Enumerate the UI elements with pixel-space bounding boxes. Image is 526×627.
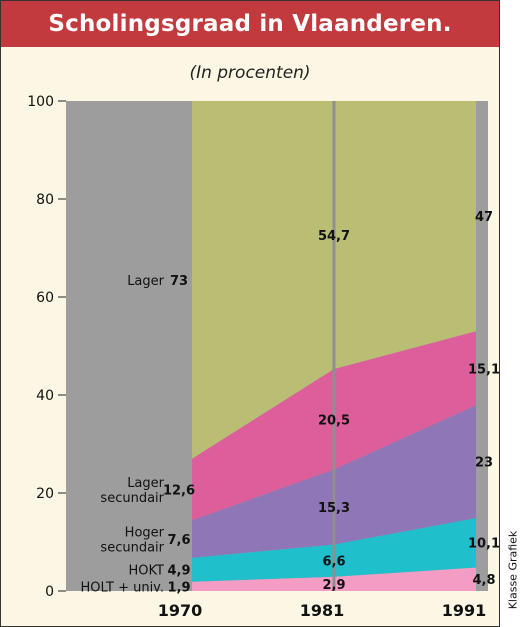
- y-tick-label-80: 80: [36, 192, 54, 208]
- chart-subtitle: (In procenten): [189, 63, 311, 83]
- data-label-hoger-secundair-1970: 7,6: [167, 533, 190, 548]
- x-tick-label-1981: 1981: [300, 601, 345, 620]
- credit-label: Klasse Grafiek: [506, 530, 520, 610]
- data-label-lager-secundair-1970: 12,6: [163, 484, 195, 499]
- data-label-hokt-1981: 6,6: [322, 555, 345, 570]
- x-tick-label-1970: 1970: [158, 601, 203, 620]
- data-label-lager-secundair-1981: 20,5: [318, 413, 350, 428]
- chart-title: Scholingsgraad in Vlaanderen.: [1, 1, 499, 47]
- data-label-holt-univ-1981: 2,9: [322, 578, 345, 593]
- y-tick-label-60: 60: [36, 290, 54, 306]
- data-label-holt-univ-1991: 4,8: [472, 573, 495, 588]
- data-label-hoger-secundair-1991: 23: [475, 456, 493, 471]
- series-label-hokt: HOKT: [129, 564, 165, 579]
- data-label-holt-univ-1970: 1,9: [167, 580, 190, 595]
- series-label-hoger-secundair-line1: Hoger: [125, 526, 165, 541]
- series-label-holt-univ: HOLT + univ.: [81, 580, 164, 595]
- stacked-area-chart: 0 20 40 60 80 100 1970 1981 1991 1,9 2,9 4,8 4,9 6,6 1…: [27, 94, 500, 620]
- y-tick-label-0: 0: [45, 584, 54, 600]
- y-tick-label-100: 100: [27, 94, 54, 110]
- data-label-lager-1981: 54,7: [318, 229, 350, 244]
- data-label-hokt-1970: 4,9: [167, 564, 190, 579]
- x-tick-label-1991: 1991: [442, 601, 487, 620]
- data-label-hoger-secundair-1981: 15,3: [318, 501, 350, 516]
- y-tick-label-20: 20: [36, 486, 54, 502]
- series-label-lager-secundair-line1: Lager: [127, 476, 164, 491]
- data-label-lager-1970: 73: [170, 274, 188, 289]
- data-label-lager-secundair-1991: 15,1: [468, 362, 500, 377]
- data-label-hokt-1991: 10,1: [468, 537, 500, 552]
- series-label-hoger-secundair-line2: secundair: [100, 541, 164, 556]
- series-label-lager-secundair-line2: secundair: [100, 491, 164, 506]
- y-tick-label-40: 40: [36, 388, 54, 404]
- series-label-lager: Lager: [127, 274, 164, 289]
- credit-label-wrap: Klasse Grafiek: [503, 520, 523, 620]
- data-label-lager-1991: 47: [475, 210, 493, 225]
